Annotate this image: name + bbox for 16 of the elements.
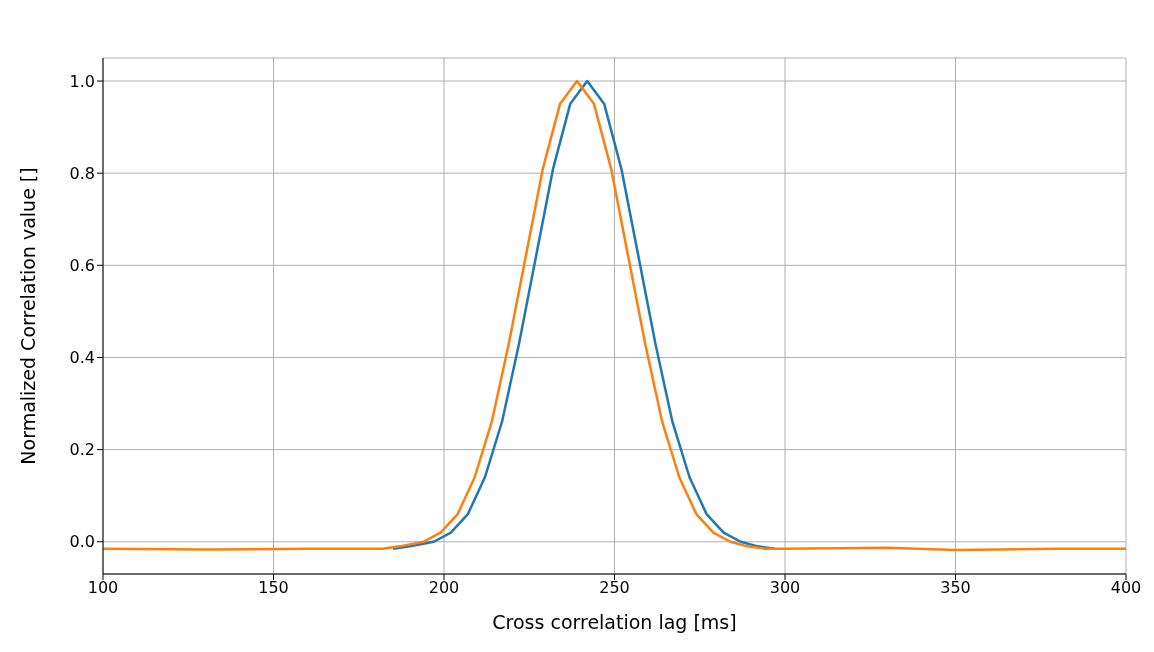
- x-tick-label: 250: [599, 578, 630, 598]
- y-axis-title: Normalized Correlation value []: [16, 167, 39, 465]
- x-tick-label: 150: [258, 578, 289, 598]
- y-tick-label: 1.0: [69, 71, 95, 91]
- x-tick-label: 400: [1110, 578, 1142, 598]
- y-tick-label: 0.4: [69, 348, 95, 368]
- y-tick-label: 0.8: [69, 163, 95, 183]
- x-tick-label: 350: [940, 578, 971, 598]
- x-tick-label: 300: [769, 578, 801, 598]
- line-series: [103, 79, 1126, 552]
- x-tick-label: 200: [428, 578, 460, 598]
- y-tick-label: 0.0: [69, 532, 95, 552]
- x-tick-label: 100: [87, 578, 119, 598]
- y-tick-label: 0.2: [69, 440, 95, 460]
- x-axis-title: Cross correlation lag [ms]: [492, 611, 737, 633]
- y-tick-label: 0.6: [69, 256, 95, 275]
